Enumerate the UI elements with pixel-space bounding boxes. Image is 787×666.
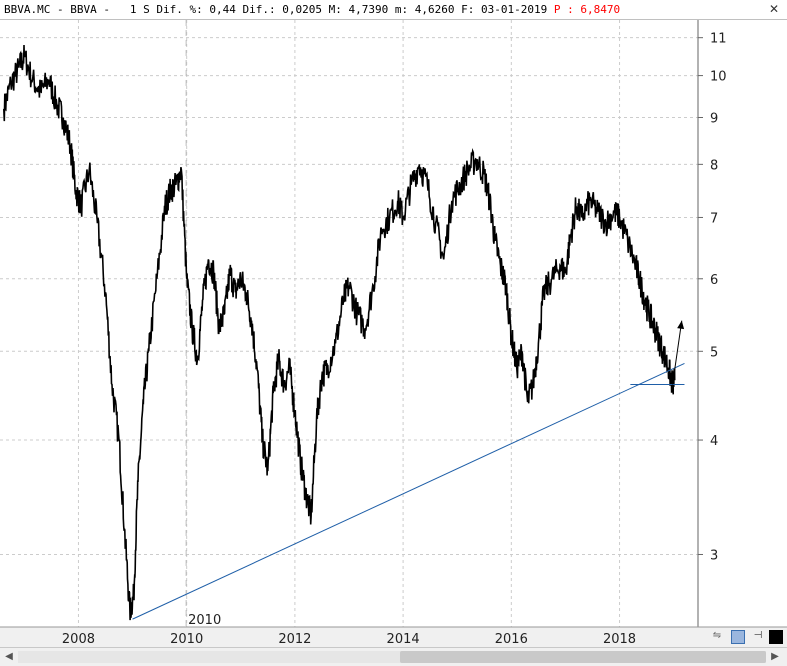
date-label: F: bbox=[461, 3, 475, 16]
max-label: M: bbox=[328, 3, 342, 16]
x-tick-label: 2010 bbox=[170, 632, 203, 647]
dif-pct-value: 0,44 bbox=[209, 3, 236, 16]
zoom-icon[interactable]: ⇋ bbox=[712, 630, 722, 641]
symbol-code: BBVA.MC bbox=[4, 3, 51, 16]
scroll-thumb[interactable] bbox=[400, 651, 766, 663]
scroll-right-arrow-icon[interactable]: ▶ bbox=[771, 651, 779, 662]
separator: - bbox=[56, 3, 64, 16]
price-label: P : bbox=[553, 3, 574, 16]
price-value: 6,8470 bbox=[580, 3, 621, 16]
y-tick-label: 9 bbox=[710, 111, 718, 126]
scroll-track[interactable] bbox=[18, 651, 766, 663]
dif-value: 0,0205 bbox=[282, 3, 322, 16]
min-label: m: bbox=[394, 3, 409, 16]
period-label: 1 S bbox=[129, 3, 150, 16]
projection-arrow bbox=[672, 320, 683, 385]
price-series-line bbox=[3, 44, 676, 621]
projection-arrow-head bbox=[677, 320, 685, 330]
save-disk-icon[interactable] bbox=[731, 630, 745, 644]
x-tick-label: 2018 bbox=[603, 632, 636, 647]
y-tick-label: 3 bbox=[710, 548, 718, 563]
cursor-date-label: 2010 bbox=[188, 613, 221, 628]
pin-icon[interactable]: ⊣ bbox=[753, 630, 763, 641]
min-value: 4,6260 bbox=[414, 3, 455, 16]
x-axis-ticks: 2008 2010 2012 2014 2016 2018 bbox=[62, 632, 636, 647]
y-tick-label: 6 bbox=[710, 273, 718, 288]
y-axis-area bbox=[698, 20, 787, 627]
price-chart[interactable]: 3 4 5 6 7 8 9 10 11 2008 2010 2012 2014 2016 2018 201… bbox=[0, 20, 787, 647]
x-tick-label: 2014 bbox=[387, 632, 420, 647]
separator: - bbox=[103, 3, 110, 16]
y-tick-label: 5 bbox=[710, 345, 718, 360]
max-value: 4,7390 bbox=[348, 3, 389, 16]
dif-pct-label: Dif. %: bbox=[156, 3, 203, 16]
scrollbar[interactable]: ◀ ▶ bbox=[0, 647, 787, 666]
scroll-left-arrow-icon[interactable]: ◀ bbox=[5, 651, 13, 662]
grid-lines bbox=[0, 20, 698, 627]
y-tick-label: 8 bbox=[710, 158, 718, 173]
y-tick-label: 4 bbox=[710, 434, 718, 449]
plot-area bbox=[0, 20, 698, 627]
trendline[interactable] bbox=[132, 362, 685, 620]
close-icon[interactable]: ✕ bbox=[768, 2, 780, 16]
y-tick-label: 7 bbox=[710, 211, 718, 226]
y-tick-label: 10 bbox=[710, 70, 727, 85]
y-tick-label: 11 bbox=[710, 32, 727, 47]
x-tick-label: 2016 bbox=[495, 632, 528, 647]
symbol-name: BBVA bbox=[70, 3, 97, 16]
dif-label: Dif.: bbox=[242, 3, 276, 16]
date-value: 03-01-2019 bbox=[480, 3, 548, 16]
color-square-icon[interactable] bbox=[769, 630, 783, 644]
x-tick-label: 2012 bbox=[278, 632, 311, 647]
x-tick-label: 2008 bbox=[62, 632, 95, 647]
y-axis-ticks: 3 4 5 6 7 8 9 10 11 bbox=[698, 32, 727, 563]
chart-header-bar: BBVA.MC - BBVA - 1 S Dif. %: 0,44 Dif.: … bbox=[0, 0, 787, 20]
chart-info-line: BBVA.MC - BBVA - 1 S Dif. %: 0,44 Dif.: … bbox=[4, 3, 620, 16]
